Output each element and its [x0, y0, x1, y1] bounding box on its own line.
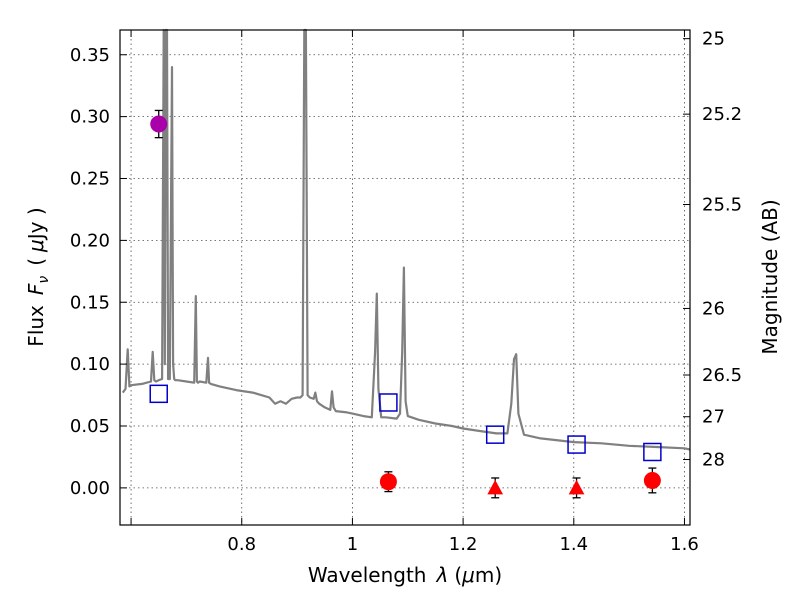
points-layer [149, 109, 662, 499]
y2-tick-label: 25.5 [702, 194, 742, 215]
x-tick-label: 1.2 [449, 534, 478, 555]
data-point-square [379, 393, 398, 412]
data-point-square [485, 425, 505, 444]
y-axis-title-prefix: Flux [24, 305, 48, 347]
y-tick-label: 0.20 [70, 230, 110, 251]
x-tick-label: 0.8 [227, 534, 256, 555]
data-point-triangle [568, 479, 585, 495]
y-tick-label: 0.25 [70, 169, 110, 190]
x-axis-title-unit-mu: μ [461, 563, 475, 587]
y-axis-title-symbol-sub: ν [36, 276, 52, 284]
x-axis-title: Wavelength λ (μm) [308, 563, 502, 587]
x-axis-title-prefix: Wavelength [308, 563, 427, 587]
plot-frame [119, 29, 691, 526]
y-axis-title: Flux Fν ( μJy ) [24, 207, 52, 346]
y2-tick-label: 28 [702, 450, 725, 471]
grid-layer [120, 30, 690, 525]
model-spectrum-line [121, 28, 691, 451]
spectrum-layer [121, 28, 691, 451]
y2-axis-title: Magnitude (AB) [758, 199, 782, 354]
y-tick-label: 0.35 [70, 45, 110, 66]
y2-tick-label: 26 [702, 298, 725, 319]
y-axis-title-unit-rest: Jy ) [24, 207, 48, 241]
data-point-circle [643, 471, 661, 489]
ticks-layer: 0.8 1 1.2 1.4 1.6 0.00 0.05 0.10 0.15 0.20 0.25 0.3… [70, 29, 742, 555]
y2-tick-label: 25 [702, 29, 725, 50]
data-point-square [643, 442, 662, 462]
x-axis-title-symbol: λ [435, 563, 448, 587]
y-axis-title-symbol-f: F [24, 283, 48, 295]
y-tick-label: 0.30 [70, 107, 110, 128]
x-tick-label: 1.4 [559, 534, 588, 555]
data-point-square [149, 384, 168, 404]
y-tick-label: 0.15 [70, 292, 110, 313]
y-axis-title-unit-open: ( [24, 258, 48, 266]
data-point-square [567, 435, 586, 454]
y-tick-label: 0.10 [70, 354, 110, 375]
x-tick-label: 1 [347, 534, 358, 555]
data-point-triangle [487, 479, 504, 495]
x-axis-title-unit-open: ( [454, 563, 462, 587]
y2-tick-label: 27 [702, 407, 725, 428]
y2-tick-label: 25.2 [702, 104, 742, 125]
data-point-circle [150, 115, 168, 133]
x-axis-title-unit-rest: m) [475, 563, 502, 587]
y-axis-title-unit-mu: μ [24, 239, 48, 253]
y-tick-label: 0.00 [70, 478, 110, 499]
x-tick-label: 1.6 [670, 534, 699, 555]
y-tick-label: 0.05 [70, 416, 110, 437]
data-point-circle [379, 473, 397, 491]
y2-tick-label: 26.5 [702, 365, 742, 386]
